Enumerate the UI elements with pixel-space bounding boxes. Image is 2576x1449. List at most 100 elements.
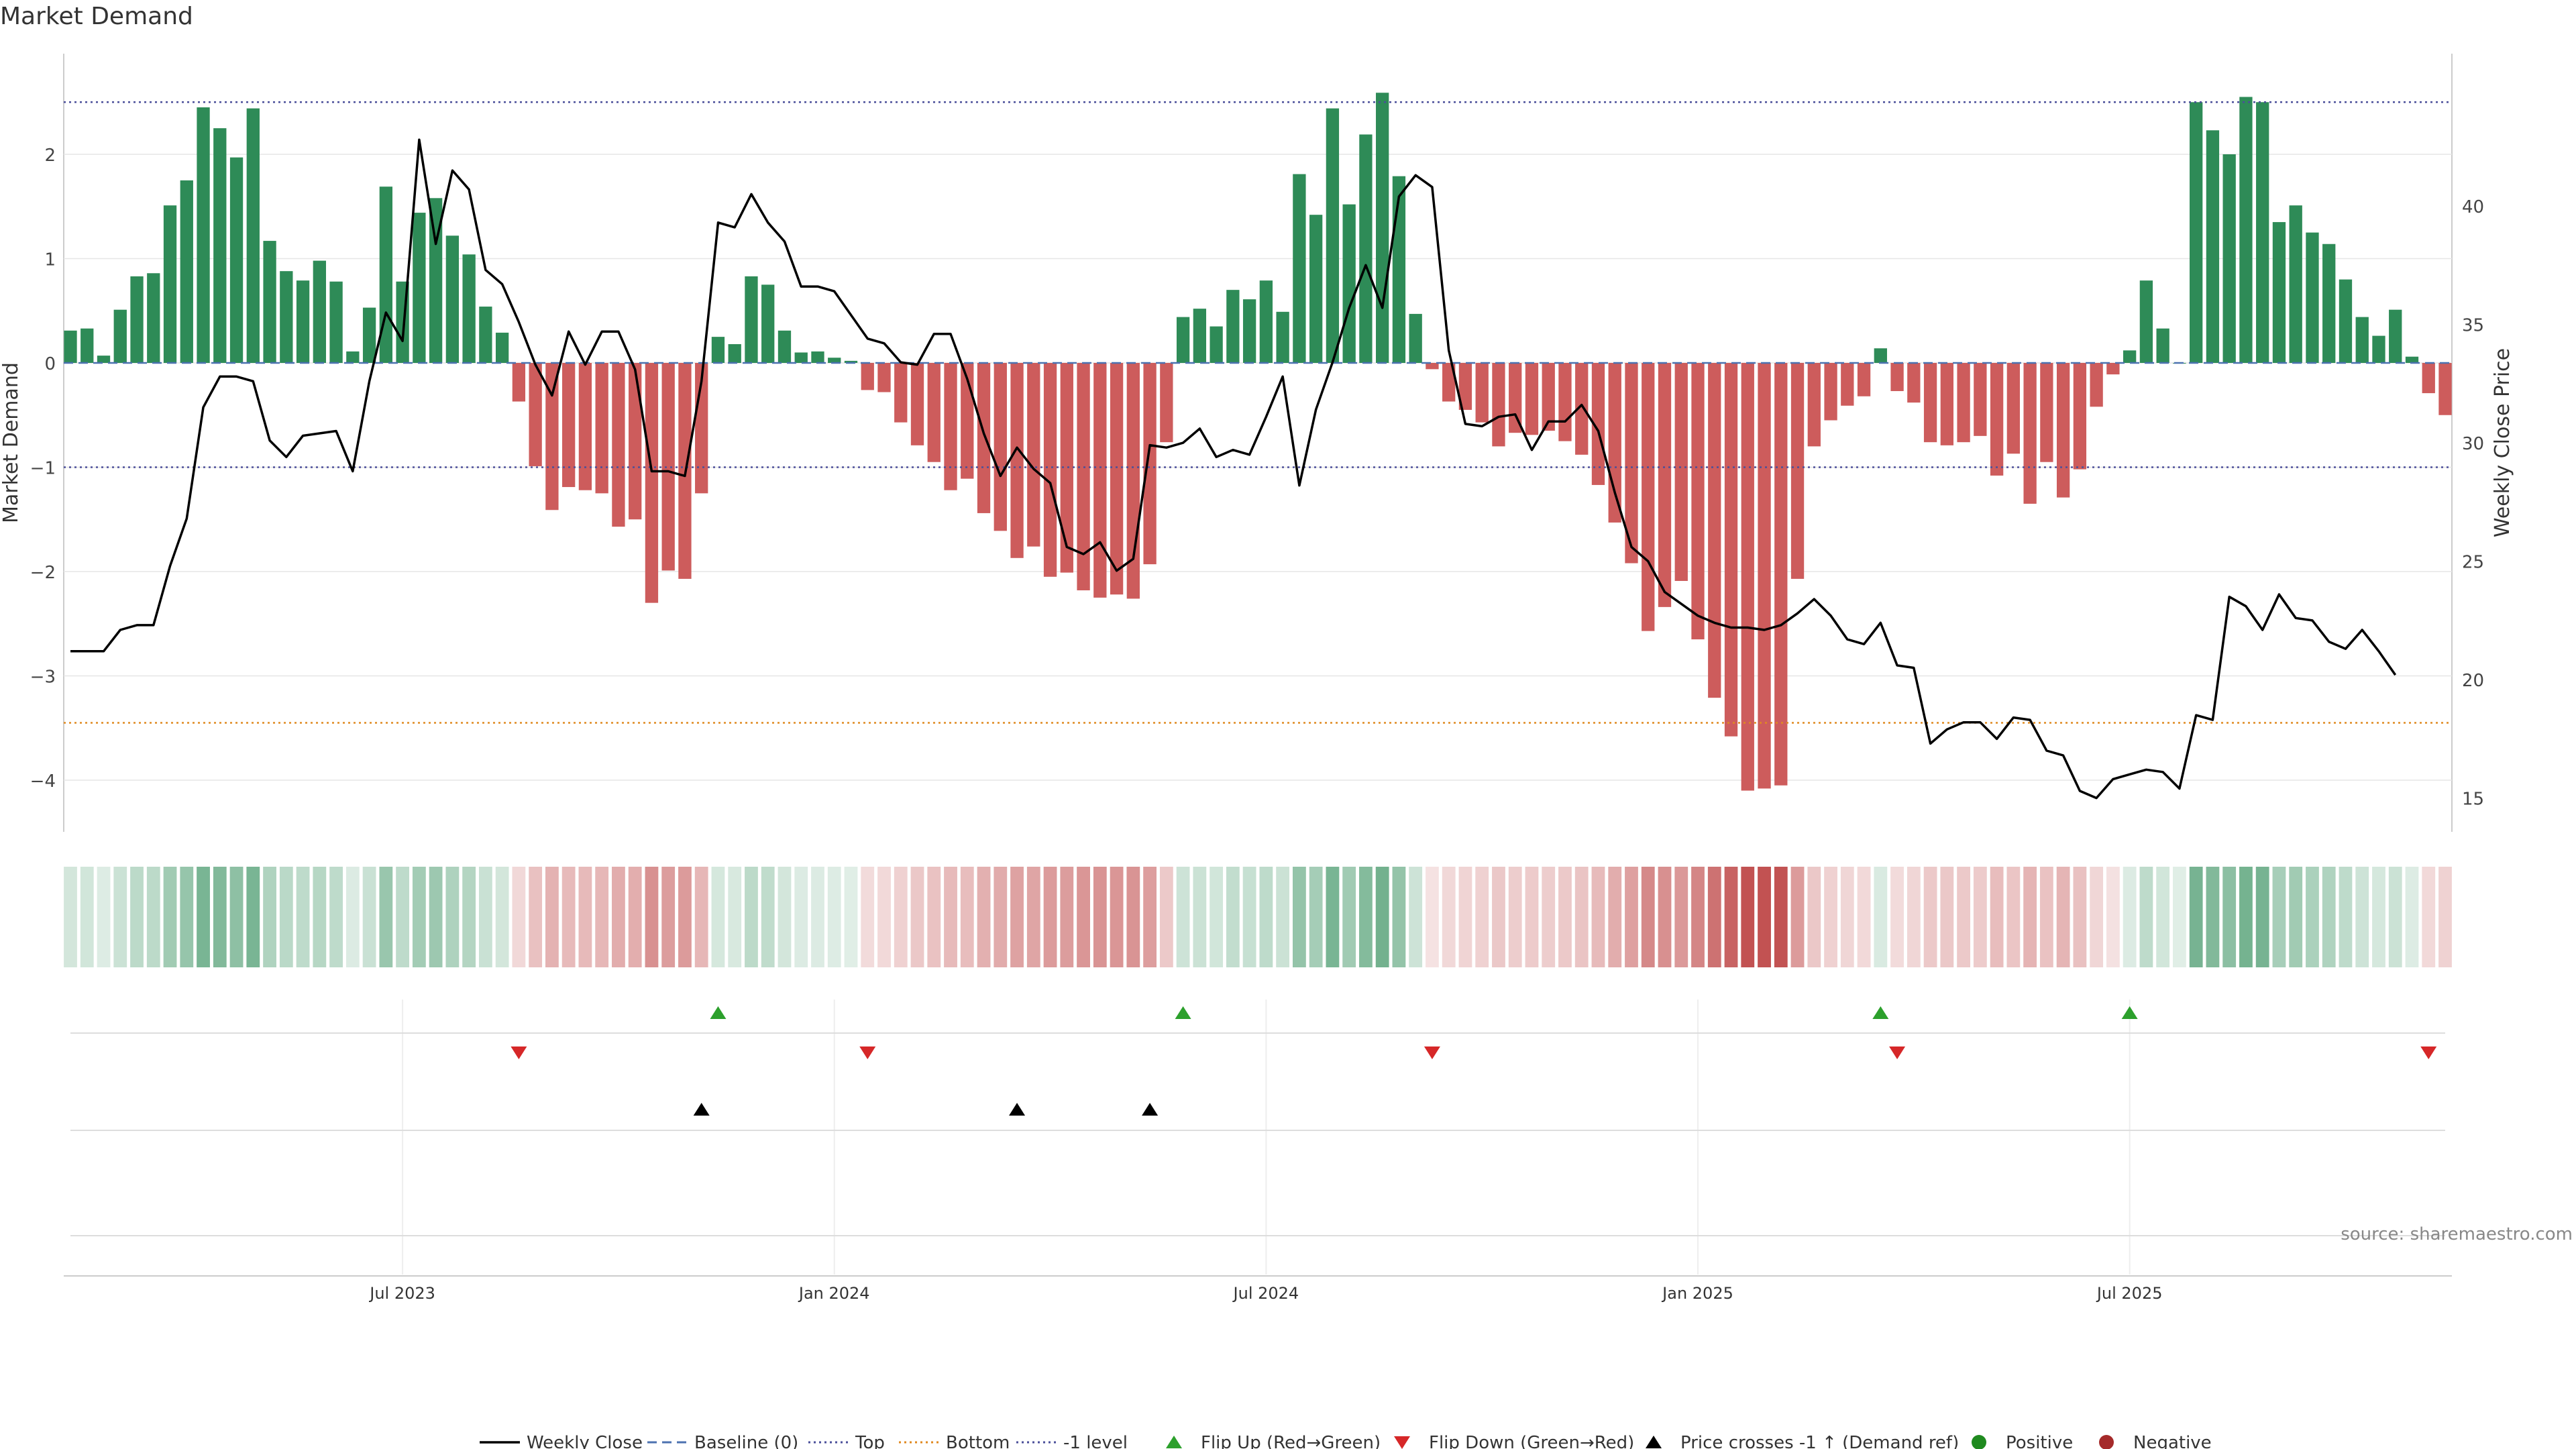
heat-cell — [1010, 867, 1024, 967]
demand-bar — [2256, 102, 2269, 363]
demand-bar — [263, 241, 276, 363]
flip-down-marker — [1424, 1046, 1440, 1059]
heat-cell — [827, 867, 841, 967]
demand-bar — [2289, 205, 2302, 363]
heat-cell — [1973, 867, 1987, 967]
heat-cell — [1957, 867, 1970, 967]
demand-bar — [1907, 363, 1921, 403]
heat-cell — [1658, 867, 1672, 967]
heat-cell — [628, 867, 642, 967]
heat-cell — [2073, 867, 2087, 967]
heat-cell — [2173, 867, 2186, 967]
demand-bar — [1293, 174, 1306, 363]
heat-cell — [1210, 867, 1224, 967]
demand-bar — [578, 363, 592, 490]
legend-label: Baseline (0) — [694, 1433, 798, 1449]
demand-bar — [1758, 363, 1771, 789]
heat-cell — [345, 867, 360, 967]
demand-bar — [495, 332, 509, 363]
heat-cell — [180, 867, 194, 967]
demand-bar — [2123, 350, 2137, 363]
x-tick-label: Jan 2025 — [1661, 1284, 1733, 1303]
demand-bar — [229, 157, 244, 364]
demand-bar — [761, 284, 775, 363]
demand-bar — [944, 363, 957, 490]
demand-bar — [2090, 363, 2103, 407]
y-tick-label: −2 — [30, 563, 56, 583]
source-note: source: sharemaestro.com — [2341, 1224, 2573, 1244]
heat-cell — [2023, 867, 2037, 967]
heat-cell — [2322, 867, 2336, 967]
demand-bar — [1093, 363, 1107, 598]
heat-cell — [1060, 867, 1074, 967]
heat-cell — [1226, 867, 1240, 967]
demand-bar — [2156, 328, 2169, 363]
demand-bar — [844, 360, 858, 363]
heat-cell — [163, 867, 177, 967]
demand-bar — [479, 307, 492, 363]
legend-label: Flip Down (Green→Red) — [1429, 1433, 1634, 1449]
heat-cell — [2090, 867, 2104, 967]
demand-bar — [794, 352, 808, 363]
heat-cell — [2306, 867, 2319, 967]
heat-cell — [412, 867, 426, 967]
demand-bar — [1458, 363, 1472, 410]
demand-bar — [1359, 134, 1373, 363]
demand-bar — [1426, 363, 1439, 370]
heat-cell — [711, 867, 725, 967]
demand-bar — [1642, 363, 1655, 631]
heat-cell — [1525, 867, 1539, 967]
heat-cell — [910, 867, 924, 967]
demand-bar — [612, 363, 625, 527]
demand-bar — [562, 363, 576, 488]
y2-axis-label: Weekly Close Price — [2491, 348, 2514, 537]
demand-bar — [711, 337, 725, 363]
legend-label: Price crosses -1 ↑ (Demand ref) — [1680, 1433, 1959, 1449]
flip-up-marker — [710, 1006, 727, 1019]
demand-bar — [2106, 363, 2120, 375]
demand-bar — [1824, 363, 1837, 421]
heat-cell — [1874, 867, 1888, 967]
demand-bar — [346, 351, 360, 363]
heat-cell — [113, 867, 127, 967]
heat-cell — [994, 867, 1008, 967]
demand-bar — [595, 363, 608, 494]
demand-bar — [2206, 130, 2220, 364]
heat-cell — [1758, 867, 1771, 967]
demand-bar — [1841, 363, 1854, 406]
demand-bar — [1724, 363, 1738, 737]
heat-cell — [728, 867, 742, 967]
demand-bar — [429, 198, 443, 363]
y-axis-label: Market Demand — [0, 362, 23, 523]
legend-swatch — [1972, 1435, 1986, 1449]
demand-bar — [1974, 363, 1987, 436]
demand-bar — [910, 363, 924, 445]
demand-bar — [2372, 335, 2385, 363]
y-tick-label: 2 — [44, 146, 56, 166]
demand-bar — [2339, 279, 2353, 363]
heat-cell — [429, 867, 443, 967]
heat-cell — [678, 867, 692, 967]
demand-bar — [147, 273, 160, 363]
heat-cell — [296, 867, 310, 967]
demand-bar — [1210, 326, 1223, 363]
demand-bar — [1226, 290, 1240, 363]
x-tick-label: Jul 2025 — [2096, 1284, 2163, 1303]
price-cross-marker — [1009, 1103, 1026, 1116]
heat-cell — [2339, 867, 2353, 967]
heat-cell — [462, 867, 476, 967]
demand-bar — [861, 363, 874, 390]
y2-tick-label: 35 — [2462, 316, 2484, 336]
demand-bar — [1708, 363, 1721, 698]
legend-swatch — [1394, 1436, 1410, 1449]
demand-bar — [1691, 363, 1705, 640]
demand-bar — [2006, 363, 2021, 454]
demand-bar — [777, 330, 792, 363]
price-cross-marker — [1142, 1103, 1159, 1116]
heat-cell — [1143, 867, 1157, 967]
heat-cell — [2388, 867, 2402, 967]
weekly-close-line — [70, 138, 2397, 800]
heat-cell — [1093, 867, 1107, 967]
demand-bar — [1807, 363, 1821, 447]
demand-bar — [1376, 93, 1389, 363]
